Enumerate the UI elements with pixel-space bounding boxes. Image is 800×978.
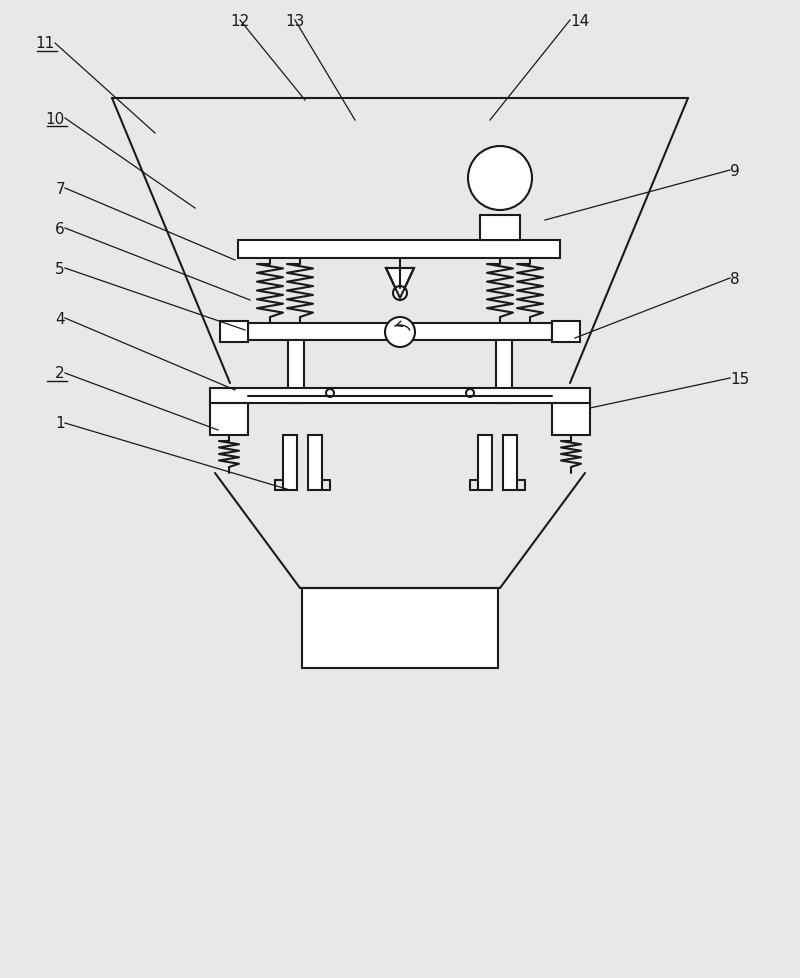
Text: 2: 2 bbox=[55, 366, 65, 381]
Circle shape bbox=[468, 147, 532, 211]
Text: 1: 1 bbox=[55, 416, 65, 431]
Bar bbox=[220, 322, 248, 342]
Text: 5: 5 bbox=[55, 261, 65, 276]
Bar bbox=[248, 324, 552, 340]
Bar bbox=[210, 404, 248, 435]
Bar bbox=[283, 435, 297, 491]
Bar bbox=[496, 340, 512, 404]
Text: 15: 15 bbox=[730, 371, 750, 386]
Text: 10: 10 bbox=[46, 111, 65, 126]
Text: 8: 8 bbox=[730, 271, 740, 287]
Bar bbox=[308, 435, 322, 491]
Circle shape bbox=[385, 318, 415, 347]
Text: 11: 11 bbox=[36, 36, 55, 52]
Text: 9: 9 bbox=[730, 163, 740, 178]
Bar bbox=[480, 216, 520, 241]
Text: 14: 14 bbox=[570, 14, 590, 28]
Bar bbox=[302, 589, 498, 668]
Bar bbox=[552, 322, 580, 342]
Text: 7: 7 bbox=[55, 181, 65, 197]
Bar bbox=[288, 340, 304, 404]
Text: 6: 6 bbox=[55, 221, 65, 237]
Bar bbox=[210, 388, 590, 404]
Circle shape bbox=[466, 389, 474, 398]
Circle shape bbox=[393, 287, 407, 300]
Circle shape bbox=[326, 389, 334, 398]
Text: 12: 12 bbox=[230, 14, 250, 28]
Bar bbox=[478, 435, 492, 491]
Polygon shape bbox=[386, 269, 414, 298]
Bar bbox=[552, 404, 590, 435]
Bar bbox=[238, 241, 560, 259]
Bar bbox=[503, 435, 517, 491]
Text: 13: 13 bbox=[286, 14, 305, 28]
Text: 4: 4 bbox=[55, 311, 65, 327]
